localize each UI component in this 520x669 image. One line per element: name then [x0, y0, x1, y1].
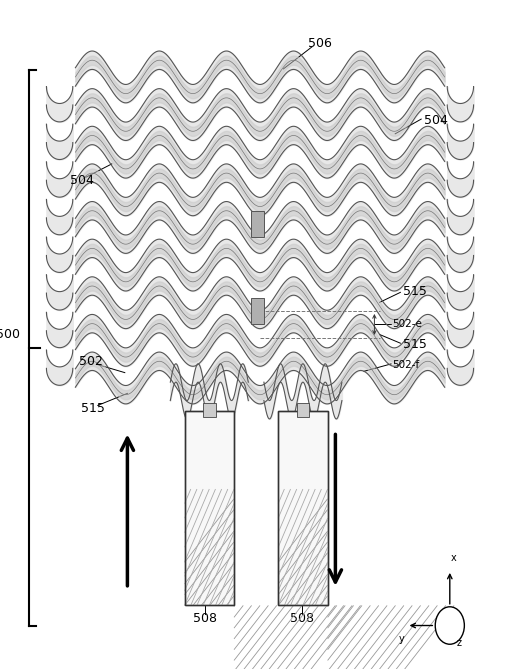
Bar	[185, 411, 234, 605]
Text: 502: 502	[79, 355, 103, 368]
Bar	[203, 403, 216, 417]
Bar	[297, 403, 309, 417]
Text: 502-f: 502-f	[393, 360, 420, 369]
Text: 508: 508	[193, 612, 217, 626]
Text: 515: 515	[81, 401, 105, 415]
Text: y: y	[398, 634, 405, 644]
Text: 500: 500	[0, 328, 20, 341]
Text: z: z	[457, 638, 462, 648]
Bar	[278, 411, 328, 605]
Text: 504: 504	[70, 174, 94, 187]
Text: 515: 515	[403, 284, 427, 298]
Text: 504: 504	[424, 114, 448, 127]
Text: 515: 515	[403, 338, 427, 351]
Bar	[251, 211, 264, 237]
Bar	[185, 411, 234, 605]
Bar	[251, 298, 264, 324]
Circle shape	[435, 607, 464, 644]
Text: 506: 506	[308, 37, 332, 50]
Text: 502-e: 502-e	[393, 320, 422, 329]
Text: 508: 508	[290, 612, 314, 626]
Text: x: x	[451, 553, 457, 563]
Bar	[278, 411, 328, 605]
